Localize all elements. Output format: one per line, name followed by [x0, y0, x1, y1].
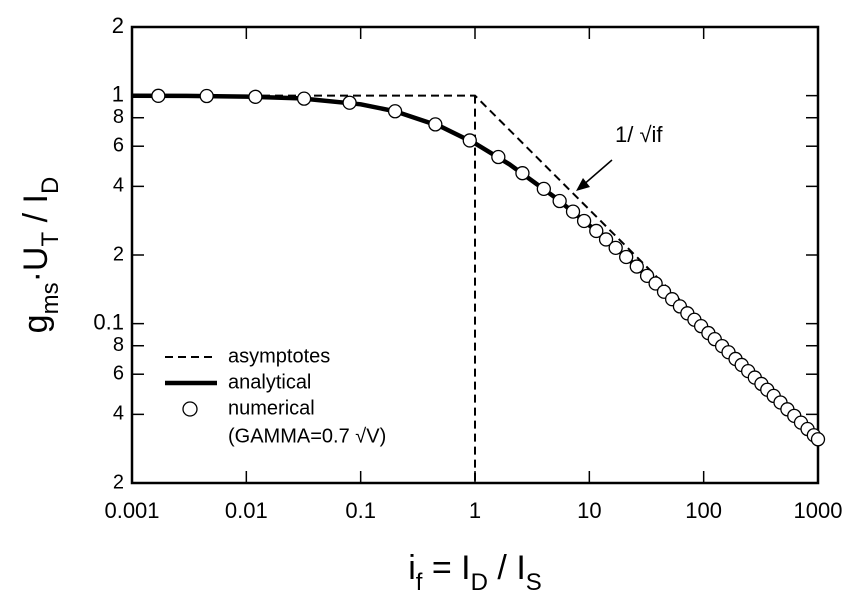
marker: [199, 88, 214, 104]
marker: [248, 89, 263, 104]
x-axis-label-part: / I: [488, 549, 526, 587]
y-axis-label-part: g: [17, 314, 55, 333]
annotation-arrow: [581, 159, 613, 187]
legend-label: asymptotes: [228, 345, 330, 367]
y-axis-label-part: T: [37, 232, 64, 247]
marker: [536, 181, 551, 197]
legend-note: (GAMMA=0.7 √V): [228, 425, 386, 447]
annotation-arrowhead: [576, 178, 590, 191]
marker: [552, 193, 567, 209]
marker: [387, 104, 403, 119]
x-axis-label-part: D: [471, 569, 488, 596]
y-tick-label: 6: [113, 134, 124, 156]
x-tick-label: 10: [577, 498, 601, 523]
y-tick-label: 8: [113, 334, 124, 356]
marker: [462, 133, 477, 148]
marker: [589, 223, 604, 239]
marker: [151, 88, 166, 103]
y-tick-label: 1: [112, 81, 124, 106]
marker: [629, 259, 644, 274]
y-tick-label: 6: [113, 362, 124, 384]
x-tick-label: 1000: [794, 498, 843, 523]
legend-marker: [182, 401, 198, 417]
x-tick-label: 0.01: [225, 498, 268, 523]
marker: [491, 149, 506, 165]
marker: [810, 432, 826, 447]
y-tick-label: 4: [113, 175, 124, 197]
y-axis-label-part: / I: [17, 194, 55, 232]
y-tick-label: 2: [113, 243, 124, 265]
x-axis-label-part: S: [526, 569, 542, 596]
marker: [565, 204, 581, 219]
x-tick-label: 0.1: [345, 498, 376, 523]
x-axis-label-part: i: [408, 549, 416, 587]
marker: [648, 276, 663, 291]
x-tick-label: 100: [685, 498, 722, 523]
marker: [296, 91, 312, 106]
x-axis-label: if = ID / IS: [408, 549, 542, 596]
legend-label: analytical: [228, 371, 311, 393]
legend-label: numerical: [228, 397, 315, 419]
y-tick-label: 0.1: [93, 309, 124, 334]
y-axis-label-part: D: [37, 177, 64, 194]
y-tick-label: 2: [113, 471, 124, 493]
x-tick-label: 1: [469, 498, 481, 523]
y-tick-label: 4: [113, 403, 124, 425]
marker: [576, 213, 592, 229]
y-axis-label-part: ·U: [17, 247, 55, 283]
marker: [598, 232, 614, 247]
marker: [342, 95, 357, 110]
marker: [428, 117, 443, 132]
marker: [619, 249, 634, 265]
marker: [515, 166, 530, 181]
annotation: 1/ √if: [615, 122, 663, 147]
marker: [608, 240, 623, 255]
y-tick-label: 2: [112, 13, 124, 38]
y-tick-label: 8: [113, 106, 124, 128]
x-tick-label: 0.001: [104, 498, 159, 523]
x-axis-label-part: = I: [422, 549, 470, 587]
x-axis-label-part: f: [416, 569, 423, 596]
y-axis-label-part: ms: [37, 282, 64, 314]
y-axis-label: gms·UT / ID: [17, 177, 64, 334]
